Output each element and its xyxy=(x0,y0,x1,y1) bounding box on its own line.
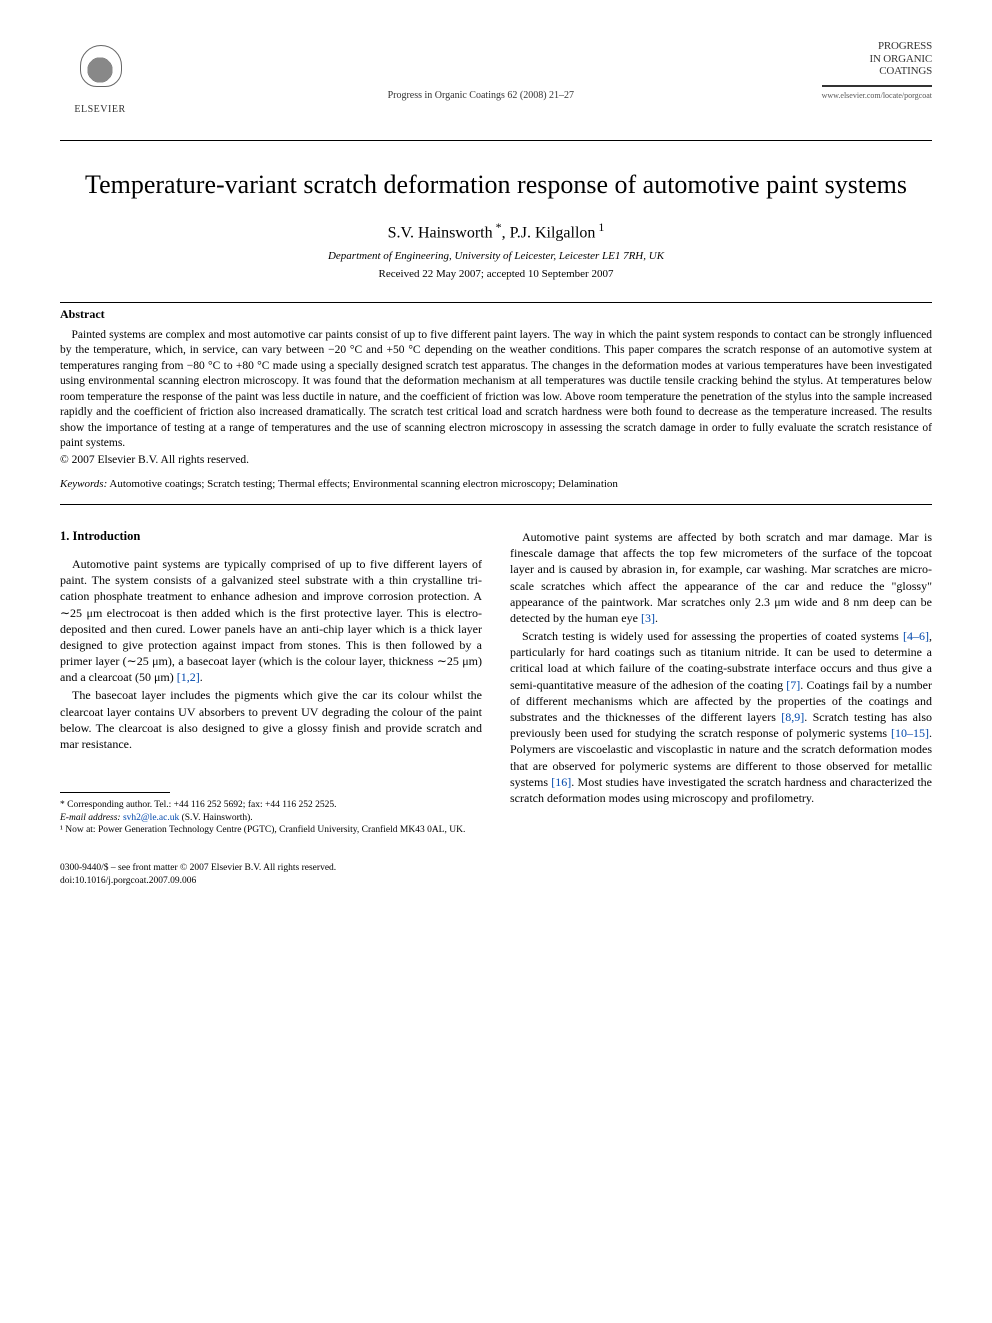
abstract-bottom-rule xyxy=(60,504,932,505)
intro-para-3: Automotive paint systems are affected by… xyxy=(510,529,932,626)
abstract-copyright: © 2007 Elsevier B.V. All rights reserved… xyxy=(60,454,932,466)
author-1: S.V. Hainsworth xyxy=(388,224,493,241)
publisher-name: ELSEVIER xyxy=(74,104,125,115)
intro-p3-end: . xyxy=(655,611,658,625)
email-line: E-mail address: svh2@le.ac.uk (S.V. Hain… xyxy=(60,812,482,824)
email-link[interactable]: svh2@le.ac.uk xyxy=(123,813,179,823)
ref-8-9[interactable]: [8,9] xyxy=(781,710,804,724)
ref-7[interactable]: [7] xyxy=(786,678,800,692)
authors: S.V. Hainsworth *, P.J. Kilgallon 1 xyxy=(60,220,932,242)
page-footer: 0300-9440/$ – see front matter © 2007 El… xyxy=(60,862,932,887)
footnote-1: ¹ Now at: Power Generation Technology Ce… xyxy=(60,824,482,836)
corr-author-line: * Corresponding author. Tel.: +44 116 25… xyxy=(60,799,482,811)
footnote-rule xyxy=(60,792,170,793)
intro-p1-text: Automotive paint systems are typically c… xyxy=(60,557,482,684)
keywords-text: Automotive coatings; Scratch testing; Th… xyxy=(109,478,618,490)
affil-marker: 1 xyxy=(595,220,604,234)
email-label: E-mail address: xyxy=(60,813,121,823)
corr-marker: * xyxy=(493,220,502,234)
intro-para-2: The basecoat layer includes the pigments… xyxy=(60,687,482,752)
intro-p4f: . Most studies have investigated the scr… xyxy=(510,775,932,805)
ref-10-15[interactable]: [10–15] xyxy=(891,726,929,740)
article-title: Temperature-variant scratch deformation … xyxy=(60,169,932,202)
publisher-logo: ELSEVIER xyxy=(60,40,140,130)
page-header: ELSEVIER Progress in Organic Coatings 62… xyxy=(60,40,932,130)
elsevier-tree-icon xyxy=(70,40,130,100)
ref-16[interactable]: [16] xyxy=(551,775,571,789)
abstract-top-rule xyxy=(60,302,932,303)
corresponding-footnote: * Corresponding author. Tel.: +44 116 25… xyxy=(60,799,482,836)
journal-logo-title: PROGRESS IN ORGANIC COATINGS xyxy=(822,40,932,87)
intro-p1-end: . xyxy=(200,670,203,684)
keywords: Keywords: Automotive coatings; Scratch t… xyxy=(60,478,932,490)
journal-reference: Progress in Organic Coatings 62 (2008) 2… xyxy=(140,40,822,101)
journal-logo: PROGRESS IN ORGANIC COATINGS www.elsevie… xyxy=(822,40,932,100)
affiliation: Department of Engineering, University of… xyxy=(60,250,932,262)
ref-3[interactable]: [3] xyxy=(641,611,655,625)
email-tail: (S.V. Hainsworth). xyxy=(182,813,253,823)
abstract-section: Abstract Painted systems are complex and… xyxy=(60,307,932,466)
footer-line-1: 0300-9440/$ – see front matter © 2007 El… xyxy=(60,862,932,874)
footer-doi: doi:10.1016/j.porgcoat.2007.09.006 xyxy=(60,875,932,887)
intro-p3-text: Automotive paint systems are affected by… xyxy=(510,530,932,625)
section-1-heading: 1. Introduction xyxy=(60,529,482,544)
right-column: Automotive paint systems are affected by… xyxy=(510,529,932,836)
article-dates: Received 22 May 2007; accepted 10 Septem… xyxy=(60,268,932,280)
journal-url: www.elsevier.com/locate/porgcoat xyxy=(822,91,932,100)
keywords-label: Keywords: xyxy=(60,478,107,490)
body-columns: 1. Introduction Automotive paint systems… xyxy=(60,529,932,836)
abstract-text: Painted systems are complex and most aut… xyxy=(60,328,932,452)
header-rule xyxy=(60,140,932,141)
left-column: 1. Introduction Automotive paint systems… xyxy=(60,529,482,836)
ref-4-6[interactable]: [4–6] xyxy=(903,629,929,643)
author-2: P.J. Kilgallon xyxy=(510,224,596,241)
intro-p4a: Scratch testing is widely used for asses… xyxy=(522,629,903,643)
intro-para-4: Scratch testing is widely used for asses… xyxy=(510,628,932,806)
abstract-heading: Abstract xyxy=(60,307,932,322)
intro-para-1: Automotive paint systems are typically c… xyxy=(60,556,482,686)
ref-1-2[interactable]: [1,2] xyxy=(177,670,200,684)
